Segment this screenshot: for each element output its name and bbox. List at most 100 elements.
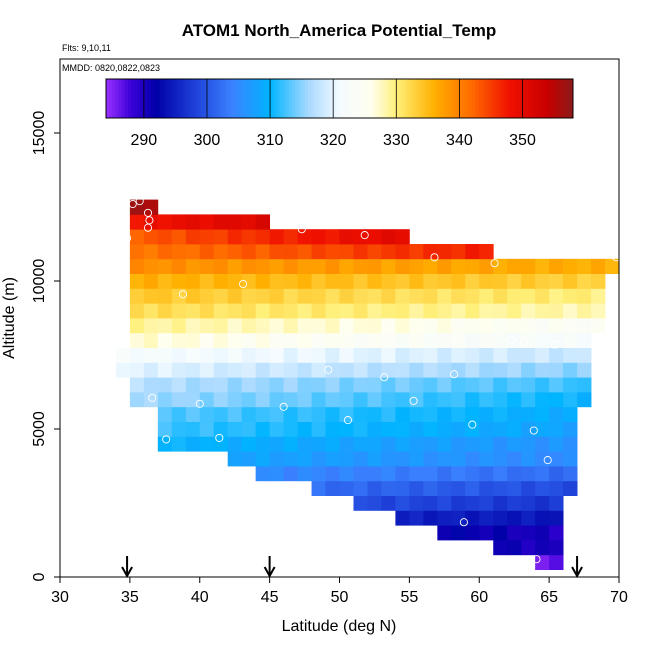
heat-cell <box>227 347 243 363</box>
heat-cell <box>367 377 382 393</box>
colorbar-swatch <box>462 79 467 118</box>
heat-cell <box>479 525 494 541</box>
heat-cell <box>171 377 187 393</box>
heat-cell <box>507 436 522 452</box>
colorbar: 290 300 310 320 330 340 350 <box>105 78 574 149</box>
colorbar-tick-label: 330 <box>383 132 410 149</box>
heat-cell <box>451 258 466 274</box>
heat-cell <box>395 347 410 363</box>
colorbar-swatch <box>251 79 255 118</box>
heat-cell <box>395 362 410 378</box>
heat-cell <box>157 258 173 274</box>
heat-cell <box>325 303 340 319</box>
heat-cell <box>493 406 508 422</box>
colorbar-swatch <box>560 79 565 118</box>
heat-cell <box>311 303 326 319</box>
heat-cell <box>451 318 466 334</box>
heat-cell <box>493 392 508 408</box>
heat-cell <box>227 318 243 334</box>
heat-cell <box>381 421 396 437</box>
colorbar-tick-label: 290 <box>131 132 158 149</box>
heat-cell <box>549 466 564 482</box>
colorbar-swatch <box>380 79 385 118</box>
heat-cell <box>255 392 271 408</box>
colorbar-swatch <box>175 79 180 118</box>
heat-cell <box>269 347 285 363</box>
heat-cell <box>535 421 550 437</box>
heat-cell <box>325 229 340 245</box>
heat-cell <box>185 214 201 230</box>
heat-cell <box>409 244 424 260</box>
heat-cell <box>563 377 578 393</box>
heat-cell <box>465 288 480 304</box>
heat-cell <box>493 525 508 541</box>
heat-cell <box>451 451 466 467</box>
colorbar-swatch <box>115 79 120 118</box>
heat-cell <box>283 273 298 289</box>
heat-cell <box>465 362 480 378</box>
heat-cell <box>577 273 592 289</box>
heat-cell <box>255 466 271 482</box>
sample-point <box>543 456 552 465</box>
dates-annotation: MMDD: 0820,0822,0823 <box>62 63 160 73</box>
heat-cell <box>269 436 285 452</box>
colorbar-swatch <box>478 79 482 118</box>
y-axis: 0 5000 10000 15000 <box>31 111 60 581</box>
heat-cell <box>535 332 550 348</box>
colorbar-swatch <box>522 79 527 118</box>
heat-cell <box>325 451 340 467</box>
heat-cell <box>213 214 229 230</box>
heat-cell <box>227 377 243 393</box>
heat-cell <box>479 406 494 422</box>
heat-cell <box>465 466 480 482</box>
x-tick-label: 65 <box>540 589 558 606</box>
heat-cell <box>199 377 215 393</box>
colorbar-swatch <box>304 79 309 118</box>
colorbar-swatch <box>547 79 552 118</box>
flight-arrows <box>121 556 583 579</box>
heat-cell <box>143 273 159 289</box>
heat-cell <box>591 303 606 319</box>
heat-cell <box>409 332 424 348</box>
heat-cell <box>423 436 438 452</box>
heat-cell <box>199 421 215 437</box>
colorbar-swatch <box>159 79 164 118</box>
colorbar-swatch <box>336 79 340 118</box>
heat-cell <box>325 406 340 422</box>
heat-cell <box>479 421 494 437</box>
heat-cell <box>325 288 340 304</box>
heat-cell <box>535 436 550 452</box>
heat-cell <box>423 303 438 319</box>
sample-points <box>123 197 621 564</box>
heat-cell <box>535 495 550 511</box>
heat-cell <box>325 421 340 437</box>
heat-cell <box>479 392 494 408</box>
heat-cell <box>213 392 229 408</box>
colorbar-swatch <box>150 79 154 118</box>
heat-cell <box>437 377 452 393</box>
heat-cell <box>423 258 438 274</box>
heat-cell <box>423 332 438 348</box>
heat-cell <box>227 273 243 289</box>
colorbar-swatch <box>525 79 530 118</box>
colorbar-swatch <box>519 79 524 118</box>
heat-cell <box>437 406 452 422</box>
heat-cell <box>479 451 494 467</box>
heat-cell <box>437 258 452 274</box>
heat-cell <box>507 540 522 556</box>
sample-point <box>195 399 204 408</box>
heat-cell <box>269 229 285 245</box>
heat-cell <box>465 392 480 408</box>
heat-cell <box>255 229 271 245</box>
heat-cell <box>241 258 257 274</box>
heat-cell <box>129 214 145 230</box>
colorbar-swatch <box>569 79 574 118</box>
y-tick-label: 10000 <box>31 259 48 304</box>
heat-cell <box>395 436 410 452</box>
colorbar-swatch <box>475 79 479 118</box>
heat-cell <box>563 288 578 304</box>
sample-point <box>409 396 418 405</box>
heat-cell <box>493 318 508 334</box>
heat-cell <box>549 362 564 378</box>
heat-cell <box>171 318 187 334</box>
